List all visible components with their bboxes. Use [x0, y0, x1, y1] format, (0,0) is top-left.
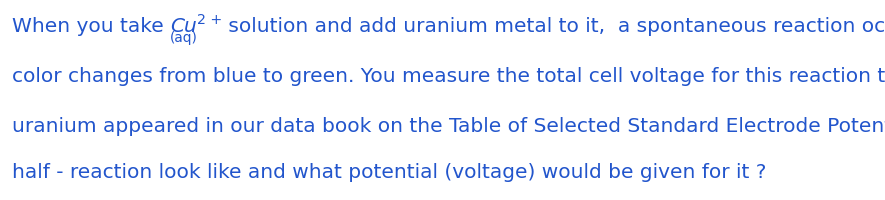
Text: When you take: When you take — [12, 17, 170, 36]
Text: Cu: Cu — [170, 17, 196, 36]
Text: solution and add uranium metal to it,  a spontaneous reaction occurs and the sol: solution and add uranium metal to it, a … — [222, 17, 885, 36]
Text: (aq): (aq) — [170, 31, 198, 45]
Text: uranium appeared in our data book on the Table of Selected Standard Electrode Po: uranium appeared in our data book on the… — [12, 117, 885, 136]
Text: 2 +: 2 + — [196, 13, 222, 27]
Text: half - reaction look like and what potential (voltage) would be given for it ?: half - reaction look like and what poten… — [12, 163, 766, 182]
Text: color changes from blue to green. You measure the total cell voltage for this re: color changes from blue to green. You me… — [12, 67, 885, 86]
